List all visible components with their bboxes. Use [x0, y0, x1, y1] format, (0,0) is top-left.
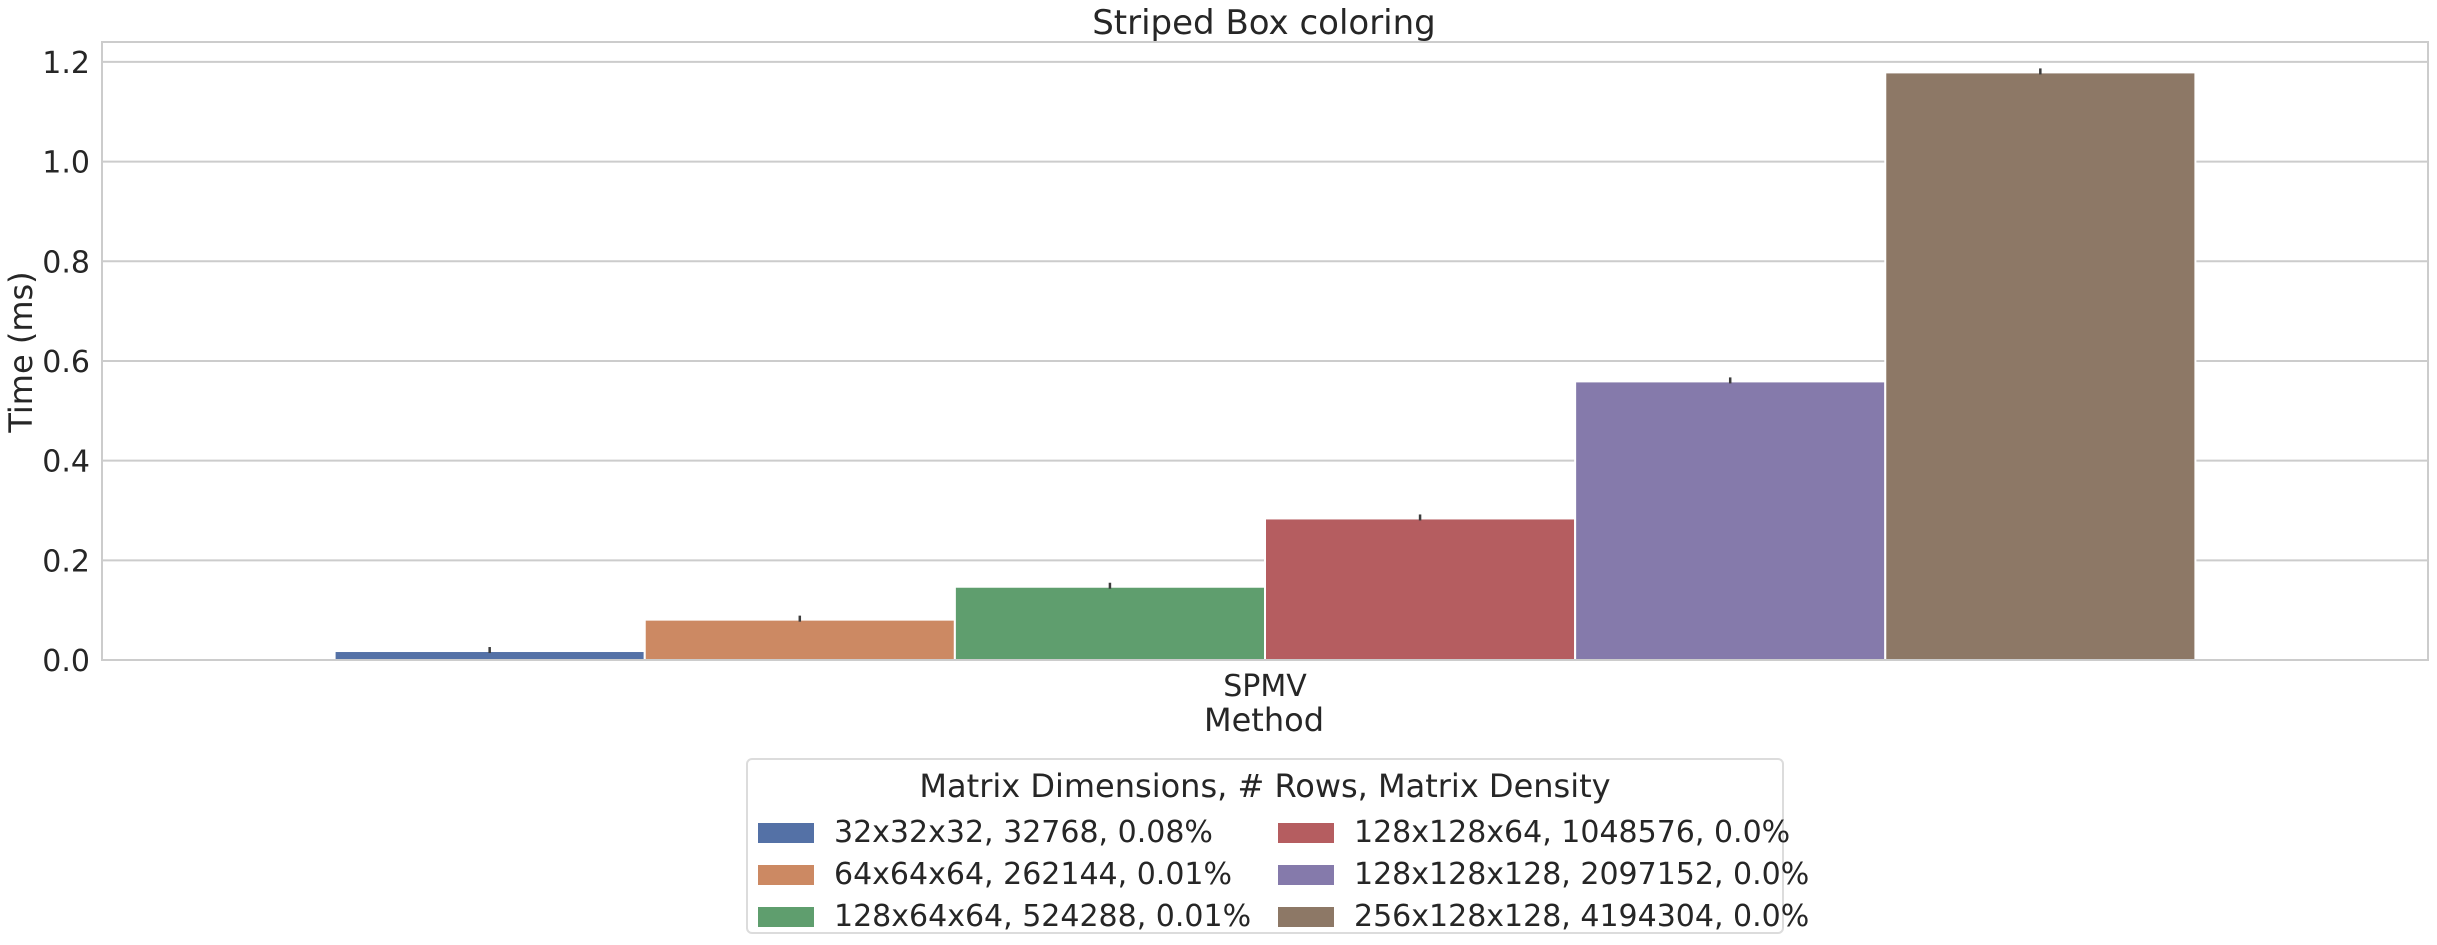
legend-swatch — [758, 823, 814, 843]
y-tick-label: 0.4 — [42, 445, 90, 480]
legend-item: 32x32x32, 32768, 0.08% — [758, 812, 1278, 854]
y-tick-label: 1.2 — [42, 46, 90, 81]
legend-label: 128x128x64, 1048576, 0.0% — [1354, 815, 1791, 850]
y-axis-label: Time (ms) — [2, 271, 40, 433]
legend-item: 256x128x128, 4194304, 0.0% — [1278, 896, 1809, 938]
x-axis-label: Method — [1204, 701, 1324, 739]
legend-title: Matrix Dimensions, # Rows, Matrix Densit… — [919, 767, 1611, 805]
error-bars — [488, 68, 2042, 654]
legend-item: 64x64x64, 262144, 0.01% — [758, 854, 1278, 896]
chart-title: Striped Box coloring — [1092, 3, 1436, 43]
legend-swatch — [758, 907, 814, 927]
legend-swatch — [1278, 865, 1334, 885]
x-tick-label: SPMV — [1223, 669, 1307, 704]
legend-entries: 32x32x32, 32768, 0.08% 64x64x64, 262144,… — [758, 812, 1809, 938]
legend-item: 128x64x64, 524288, 0.01% — [758, 896, 1278, 938]
plot-frame — [101, 41, 2429, 661]
legend-item: 128x128x128, 2097152, 0.0% — [1278, 854, 1809, 896]
y-tick-label: 0.0 — [42, 644, 90, 679]
bar — [1574, 380, 1887, 661]
legend-label: 64x64x64, 262144, 0.01% — [834, 857, 1232, 892]
grid-lines — [102, 60, 2428, 661]
legend-item: 128x128x64, 1048576, 0.0% — [1278, 812, 1790, 854]
bar — [1884, 71, 2197, 661]
legend-label: 32x32x32, 32768, 0.08% — [834, 815, 1213, 850]
bar — [643, 618, 956, 661]
y-tick-label: 0.6 — [42, 345, 90, 380]
legend-label: 128x128x128, 2097152, 0.0% — [1354, 857, 1810, 892]
x-tick-labels: SPMV — [1223, 669, 1307, 704]
y-tick-label: 0.2 — [42, 544, 90, 579]
bar — [1264, 517, 1577, 661]
legend-swatch — [1278, 823, 1334, 843]
legend-swatch — [758, 865, 814, 885]
y-tick-label: 0.8 — [42, 245, 90, 280]
legend-label: 128x64x64, 524288, 0.01% — [834, 899, 1252, 934]
legend-label: 256x128x128, 4194304, 0.0% — [1354, 899, 1810, 934]
bar — [953, 585, 1266, 662]
legend-swatch — [1278, 907, 1334, 927]
legend: Matrix Dimensions, # Rows, Matrix Densit… — [746, 758, 1809, 934]
y-tick-labels: 0.0 0.2 0.4 0.6 0.8 1.0 1.2 — [42, 46, 90, 679]
y-tick-label: 1.0 — [42, 146, 90, 181]
bars — [333, 71, 2197, 662]
